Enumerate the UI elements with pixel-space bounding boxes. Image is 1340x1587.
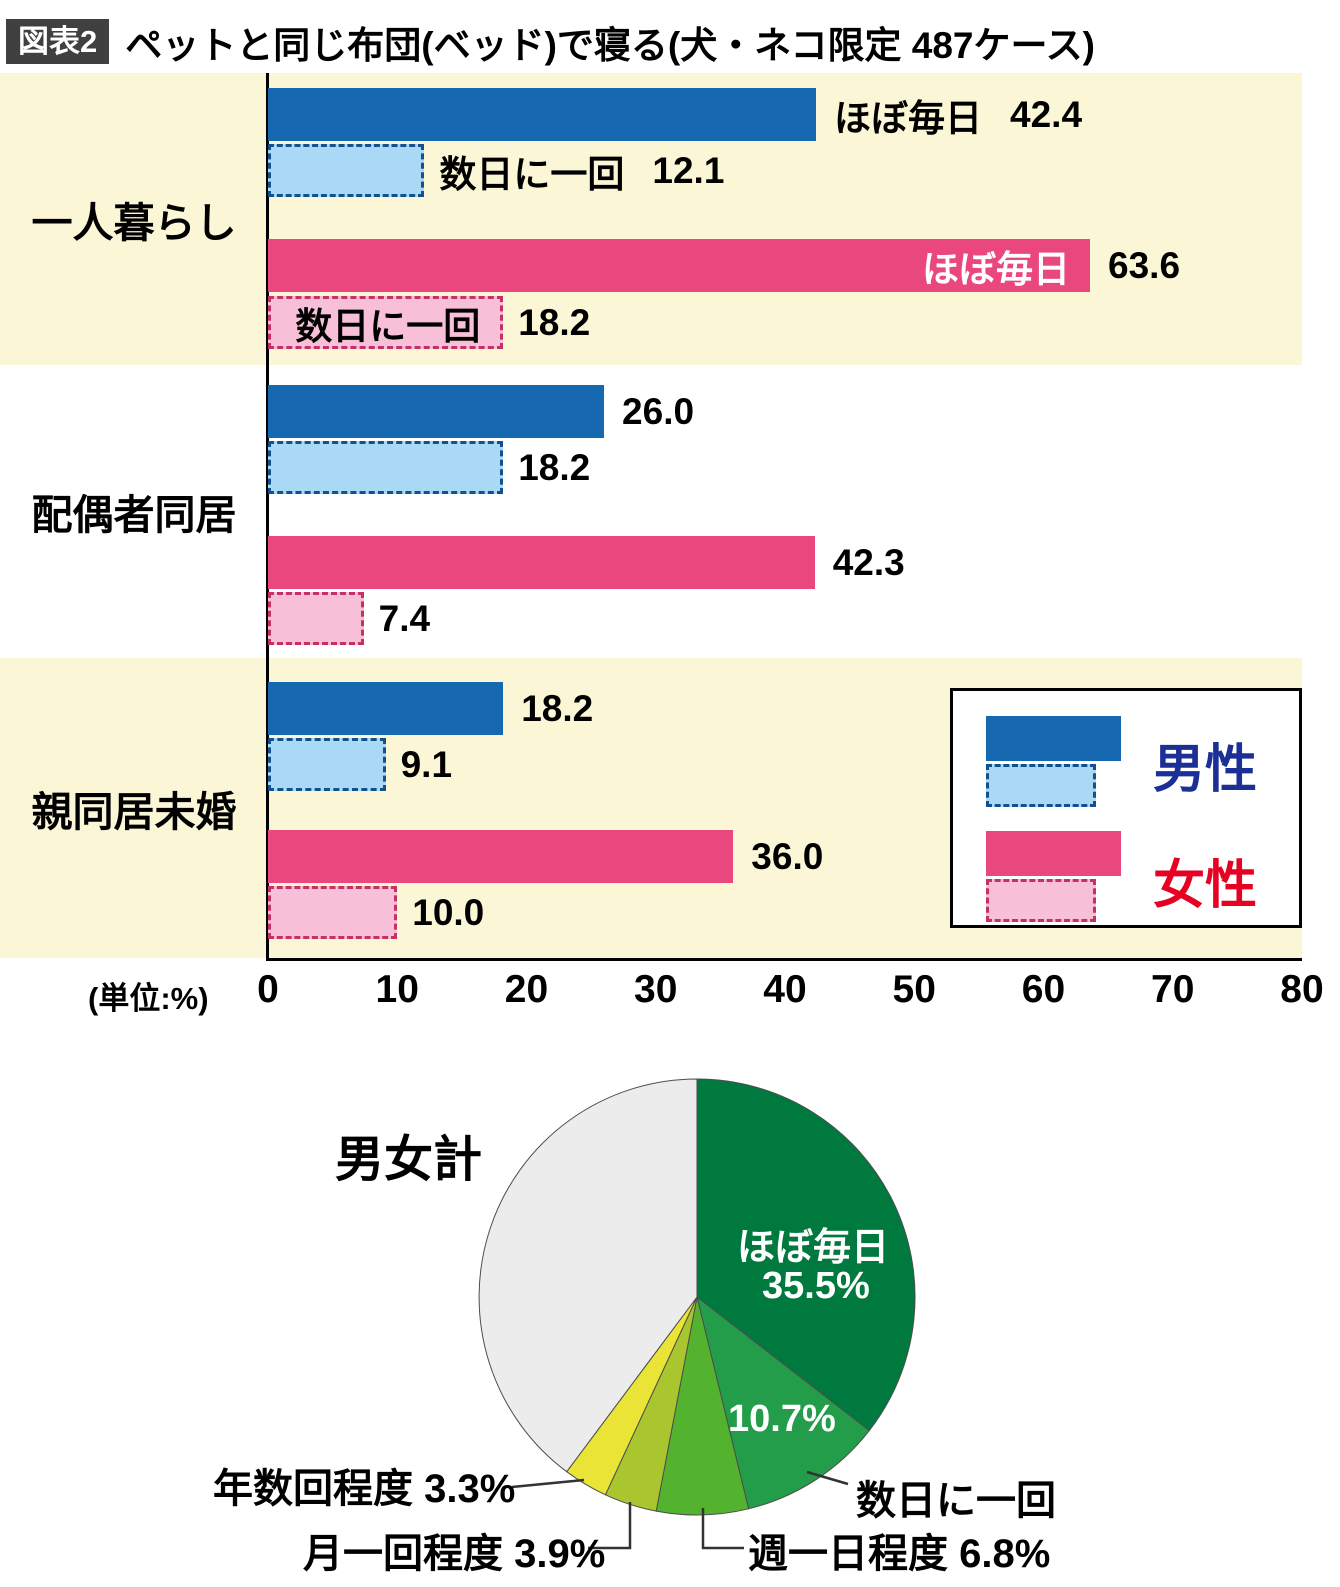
x-axis-line bbox=[266, 958, 1302, 961]
bar-female-dashed: 7.4 bbox=[268, 592, 430, 645]
bar-value-label: ほぼ毎日 42.4 bbox=[834, 88, 1082, 142]
bar-value: 18.2 bbox=[521, 687, 594, 729]
x-tick-label: 10 bbox=[375, 968, 419, 1011]
bar-value: 42.3 bbox=[832, 541, 905, 583]
bar-value: 10.0 bbox=[412, 891, 485, 933]
pie-label-fewdays: 数日に一回 bbox=[856, 1479, 1056, 1523]
legend-swatch-male-solid bbox=[986, 716, 1121, 761]
pie-label-weekly: 週一日程度 6.8% bbox=[748, 1532, 1051, 1576]
bar-outside-label: ほぼ毎日 bbox=[834, 97, 983, 139]
bar-female-solid: ほぼ毎日 63.6 bbox=[268, 239, 1180, 292]
bar-inside-label: ほぼ毎日 bbox=[922, 248, 1071, 290]
bar-value-label: 42.3 bbox=[833, 542, 905, 584]
bar-value-label: 7.4 bbox=[379, 598, 430, 640]
bar-value-label: 10.0 bbox=[412, 892, 484, 934]
bar-value: 63.6 bbox=[1108, 244, 1181, 286]
category-label-with-parents: 親同居未婚 bbox=[31, 789, 237, 835]
bar-male-solid: 26.0 bbox=[268, 385, 694, 438]
pie-label-monthly: 月一回程度 3.9% bbox=[303, 1532, 606, 1576]
bar-value-label: 9.1 bbox=[401, 744, 452, 786]
x-tick-label: 0 bbox=[257, 968, 279, 1011]
bar-value-label: 26.0 bbox=[622, 391, 694, 433]
bar-chart: 一人暮らし 配偶者同居 親同居未婚 ほぼ毎日 42.4 数日に一回 12.1 ほぼ毎日 6… bbox=[0, 73, 1340, 1016]
bar-value-label: 18.2 bbox=[518, 302, 590, 344]
bar-male-dashed: 9.1 bbox=[268, 738, 452, 791]
x-tick-label: 20 bbox=[504, 968, 549, 1011]
legend-swatch-male-dashed bbox=[986, 764, 1096, 807]
bar-male-dashed: 18.2 bbox=[268, 441, 590, 494]
category-label-with-spouse: 配偶者同居 bbox=[31, 492, 237, 538]
bar-value: 9.1 bbox=[400, 743, 453, 785]
bar-value-label: 63.6 bbox=[1108, 245, 1180, 287]
bar-value: 26.0 bbox=[622, 390, 695, 432]
bar-male-solid: 18.2 bbox=[268, 682, 593, 735]
chart-title: ペットと同じ布団(ベッド)で寝る(犬・ネコ限定 487ケース) bbox=[125, 24, 1095, 66]
x-tick-label: 70 bbox=[1151, 968, 1195, 1011]
bar-inside-label: 数日に一回 bbox=[295, 305, 481, 347]
pie-slice-5 bbox=[478, 1078, 698, 1473]
pie-value-fewdays: 10.7% bbox=[728, 1398, 836, 1440]
bar-male-solid: ほぼ毎日 42.4 bbox=[268, 88, 1082, 141]
pie-svg bbox=[478, 1078, 916, 1550]
x-tick-label: 60 bbox=[1021, 968, 1066, 1011]
bar-value: 36.0 bbox=[751, 835, 824, 877]
category-label-living-alone: 一人暮らし bbox=[31, 200, 237, 246]
bar-value-label: 数日に一回 12.1 bbox=[439, 144, 724, 198]
bar-outside-label: 数日に一回 bbox=[439, 153, 625, 195]
bar-female-solid: 42.3 bbox=[268, 536, 905, 589]
x-tick-label: 50 bbox=[892, 968, 936, 1011]
pie-label-daily: ほぼ毎日 bbox=[737, 1227, 890, 1269]
legend: 男性 女性 bbox=[950, 688, 1302, 928]
pie-title: 男女計 bbox=[335, 1133, 483, 1187]
bar-value: 18.2 bbox=[518, 446, 591, 488]
legend-label-male: 男性 bbox=[1153, 741, 1258, 799]
x-tick-label: 40 bbox=[763, 968, 807, 1011]
bar-value-label: 18.2 bbox=[518, 447, 590, 489]
x-tick-label: 30 bbox=[634, 968, 678, 1011]
bar-female-dashed: 数日に一回 18.2 bbox=[268, 296, 590, 349]
pie-label-yearly: 年数回程度 3.3% bbox=[213, 1467, 516, 1511]
bar-value: 12.1 bbox=[652, 149, 725, 191]
bar-value-label: 36.0 bbox=[751, 836, 823, 878]
y-axis-line bbox=[266, 73, 269, 961]
pie-leader-lines bbox=[511, 1470, 849, 1550]
legend-label-female: 女性 bbox=[1153, 857, 1258, 915]
bar-value: 42.4 bbox=[1010, 93, 1083, 135]
bar-male-dashed: 数日に一回 12.1 bbox=[268, 144, 724, 197]
bar-value: 18.2 bbox=[518, 301, 591, 343]
pie-chart: 男女計 ほぼ毎日 35.5% 10.7% 数日に一回 週一日程度 6.8% 月一… bbox=[0, 1013, 1340, 1587]
bar-female-dashed: 10.0 bbox=[268, 886, 484, 939]
figure-number-badge: 図表2 bbox=[6, 18, 110, 65]
bar-value-label: 18.2 bbox=[521, 688, 593, 730]
bar-female-solid: 36.0 bbox=[268, 830, 823, 883]
legend-swatch-female-dashed bbox=[986, 879, 1096, 922]
pie-slice-0 bbox=[696, 1078, 916, 1432]
bar-plot: ほぼ毎日 42.4 数日に一回 12.1 ほぼ毎日 63.6 数日に一回 18.2 26.0 18… bbox=[266, 73, 1302, 961]
bar-value: 7.4 bbox=[378, 597, 431, 639]
unit-label: (単位:%) bbox=[88, 981, 209, 1016]
x-ticks: 0 10 20 30 40 50 60 70 80 bbox=[257, 968, 1324, 1013]
legend-swatch-female-solid bbox=[986, 831, 1121, 876]
pie-slice-1 bbox=[696, 1295, 871, 1510]
x-tick-label: 80 bbox=[1280, 968, 1324, 1011]
chart-header: 図表2 ペットと同じ布団(ベッド)で寝る(犬・ネコ限定 487ケース) bbox=[0, 0, 1340, 73]
pie-value-daily: 35.5% bbox=[762, 1265, 870, 1307]
